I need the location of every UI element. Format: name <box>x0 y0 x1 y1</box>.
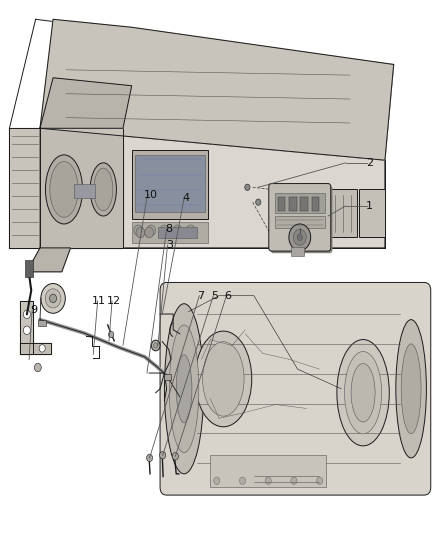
Bar <box>164 374 171 379</box>
Circle shape <box>160 225 169 236</box>
Circle shape <box>34 364 41 372</box>
Ellipse shape <box>90 163 117 216</box>
Circle shape <box>134 225 143 236</box>
Circle shape <box>145 227 153 238</box>
FancyBboxPatch shape <box>269 183 331 251</box>
Circle shape <box>293 229 306 245</box>
Text: 10: 10 <box>145 190 158 200</box>
Circle shape <box>256 199 261 205</box>
Circle shape <box>45 289 61 308</box>
Text: 11: 11 <box>92 296 106 306</box>
FancyBboxPatch shape <box>271 185 332 253</box>
Circle shape <box>291 477 297 484</box>
Bar <box>275 193 325 213</box>
Text: 5: 5 <box>211 290 218 301</box>
Ellipse shape <box>176 355 192 423</box>
Bar <box>291 247 304 256</box>
Circle shape <box>151 340 160 351</box>
Circle shape <box>136 227 145 238</box>
Text: 9: 9 <box>30 305 37 315</box>
Circle shape <box>147 225 155 236</box>
Circle shape <box>265 477 271 484</box>
Ellipse shape <box>50 161 78 217</box>
Bar <box>135 155 205 212</box>
Bar <box>210 455 326 487</box>
Circle shape <box>147 454 152 462</box>
Circle shape <box>186 225 195 236</box>
Bar <box>38 320 46 326</box>
Bar <box>278 197 286 211</box>
Text: 12: 12 <box>107 296 121 306</box>
Circle shape <box>317 477 323 484</box>
Ellipse shape <box>46 155 82 224</box>
Bar <box>359 189 385 237</box>
Text: 3: 3 <box>166 240 173 250</box>
Text: 1: 1 <box>366 201 373 211</box>
Circle shape <box>173 225 182 236</box>
Circle shape <box>245 184 250 190</box>
Ellipse shape <box>351 364 375 422</box>
FancyBboxPatch shape <box>160 282 431 495</box>
Circle shape <box>39 345 45 352</box>
Circle shape <box>172 453 178 460</box>
Polygon shape <box>40 19 394 160</box>
Text: 6: 6 <box>224 290 231 301</box>
Text: 4: 4 <box>183 193 190 204</box>
Circle shape <box>153 343 158 348</box>
Ellipse shape <box>396 320 426 458</box>
Bar <box>289 197 297 211</box>
Polygon shape <box>20 301 33 354</box>
Ellipse shape <box>203 342 244 416</box>
Bar <box>311 197 319 211</box>
Ellipse shape <box>170 325 199 453</box>
Polygon shape <box>40 78 132 128</box>
Ellipse shape <box>94 168 113 211</box>
Circle shape <box>23 310 30 319</box>
Ellipse shape <box>164 304 204 474</box>
Ellipse shape <box>401 344 421 434</box>
Circle shape <box>214 477 220 484</box>
Polygon shape <box>10 128 40 248</box>
Circle shape <box>109 332 114 338</box>
Circle shape <box>49 294 57 303</box>
Text: 7: 7 <box>198 290 205 301</box>
Polygon shape <box>20 343 51 354</box>
Bar <box>132 222 208 243</box>
Bar <box>25 260 33 277</box>
Circle shape <box>41 284 65 313</box>
Text: 8: 8 <box>165 224 172 235</box>
Bar <box>132 150 208 219</box>
Bar <box>300 197 308 211</box>
Circle shape <box>240 477 246 484</box>
Ellipse shape <box>345 351 381 434</box>
Bar <box>158 227 197 238</box>
Ellipse shape <box>195 331 252 427</box>
Ellipse shape <box>337 340 389 446</box>
Polygon shape <box>40 128 385 248</box>
Bar <box>304 189 357 237</box>
Polygon shape <box>40 128 123 248</box>
Circle shape <box>23 326 30 335</box>
Circle shape <box>297 234 302 240</box>
Text: 2: 2 <box>366 158 373 168</box>
Circle shape <box>289 224 311 251</box>
Polygon shape <box>27 248 71 272</box>
Bar <box>275 216 325 228</box>
Circle shape <box>159 451 166 459</box>
Bar <box>74 183 95 198</box>
